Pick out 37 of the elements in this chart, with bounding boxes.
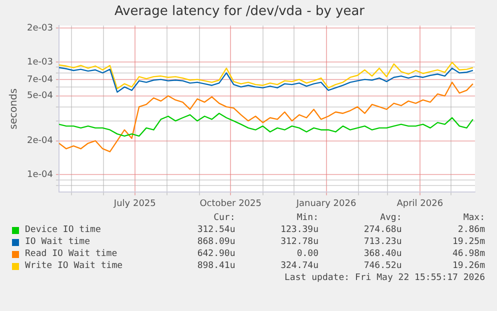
text: Avg:: [379, 212, 402, 224]
legend-label: Device IO time: [25, 224, 101, 236]
text: 868.09u: [196, 236, 236, 248]
text: 898.41u: [196, 260, 236, 272]
x-tick-label: October 2025: [200, 198, 262, 209]
text: 642.90u: [196, 248, 236, 260]
text: 2.86m: [456, 224, 485, 236]
text: 123.39u: [280, 224, 318, 236]
text: Last update: Fri May 22 15:55:17 2026: [284, 272, 485, 284]
y-axis-title: seconds: [8, 88, 20, 130]
text: 324.74u: [280, 260, 318, 272]
text: 274.68u: [362, 224, 402, 236]
text: Max:: [462, 212, 485, 224]
y-tick-label: 5e-04: [26, 91, 54, 102]
y-tick-label: 2e-03: [26, 23, 53, 34]
text: 312.54u: [196, 224, 236, 236]
legend-label: Write IO Wait time: [25, 260, 123, 272]
x-tick-label: April 2026: [396, 198, 444, 209]
text: 368.40u: [362, 248, 402, 260]
text: 19.25m: [451, 236, 485, 248]
text: Cur:: [212, 212, 236, 224]
y-tick-label: 2e-04: [26, 136, 54, 146]
text: 746.52u: [362, 260, 402, 272]
chart-title: Average latency for /dev/vda - by year: [114, 4, 366, 20]
text: 19.26m: [451, 260, 485, 272]
text: Min:: [296, 212, 318, 224]
x-tick-label: January 2026: [295, 198, 356, 209]
legend-label: IO Wait time: [25, 236, 90, 248]
text: 0.00: [296, 248, 318, 260]
text: 46.98m: [451, 248, 485, 260]
x-tick-label: July 2025: [112, 198, 156, 209]
text: 312.78u: [280, 236, 318, 248]
y-tick-label: 1e-03: [26, 57, 53, 68]
legend-label: Read IO Wait time: [25, 248, 118, 260]
y-tick-label: 1e-04: [26, 170, 54, 180]
text: 713.23u: [362, 236, 402, 248]
y-tick-label: 7e-04: [26, 74, 54, 85]
